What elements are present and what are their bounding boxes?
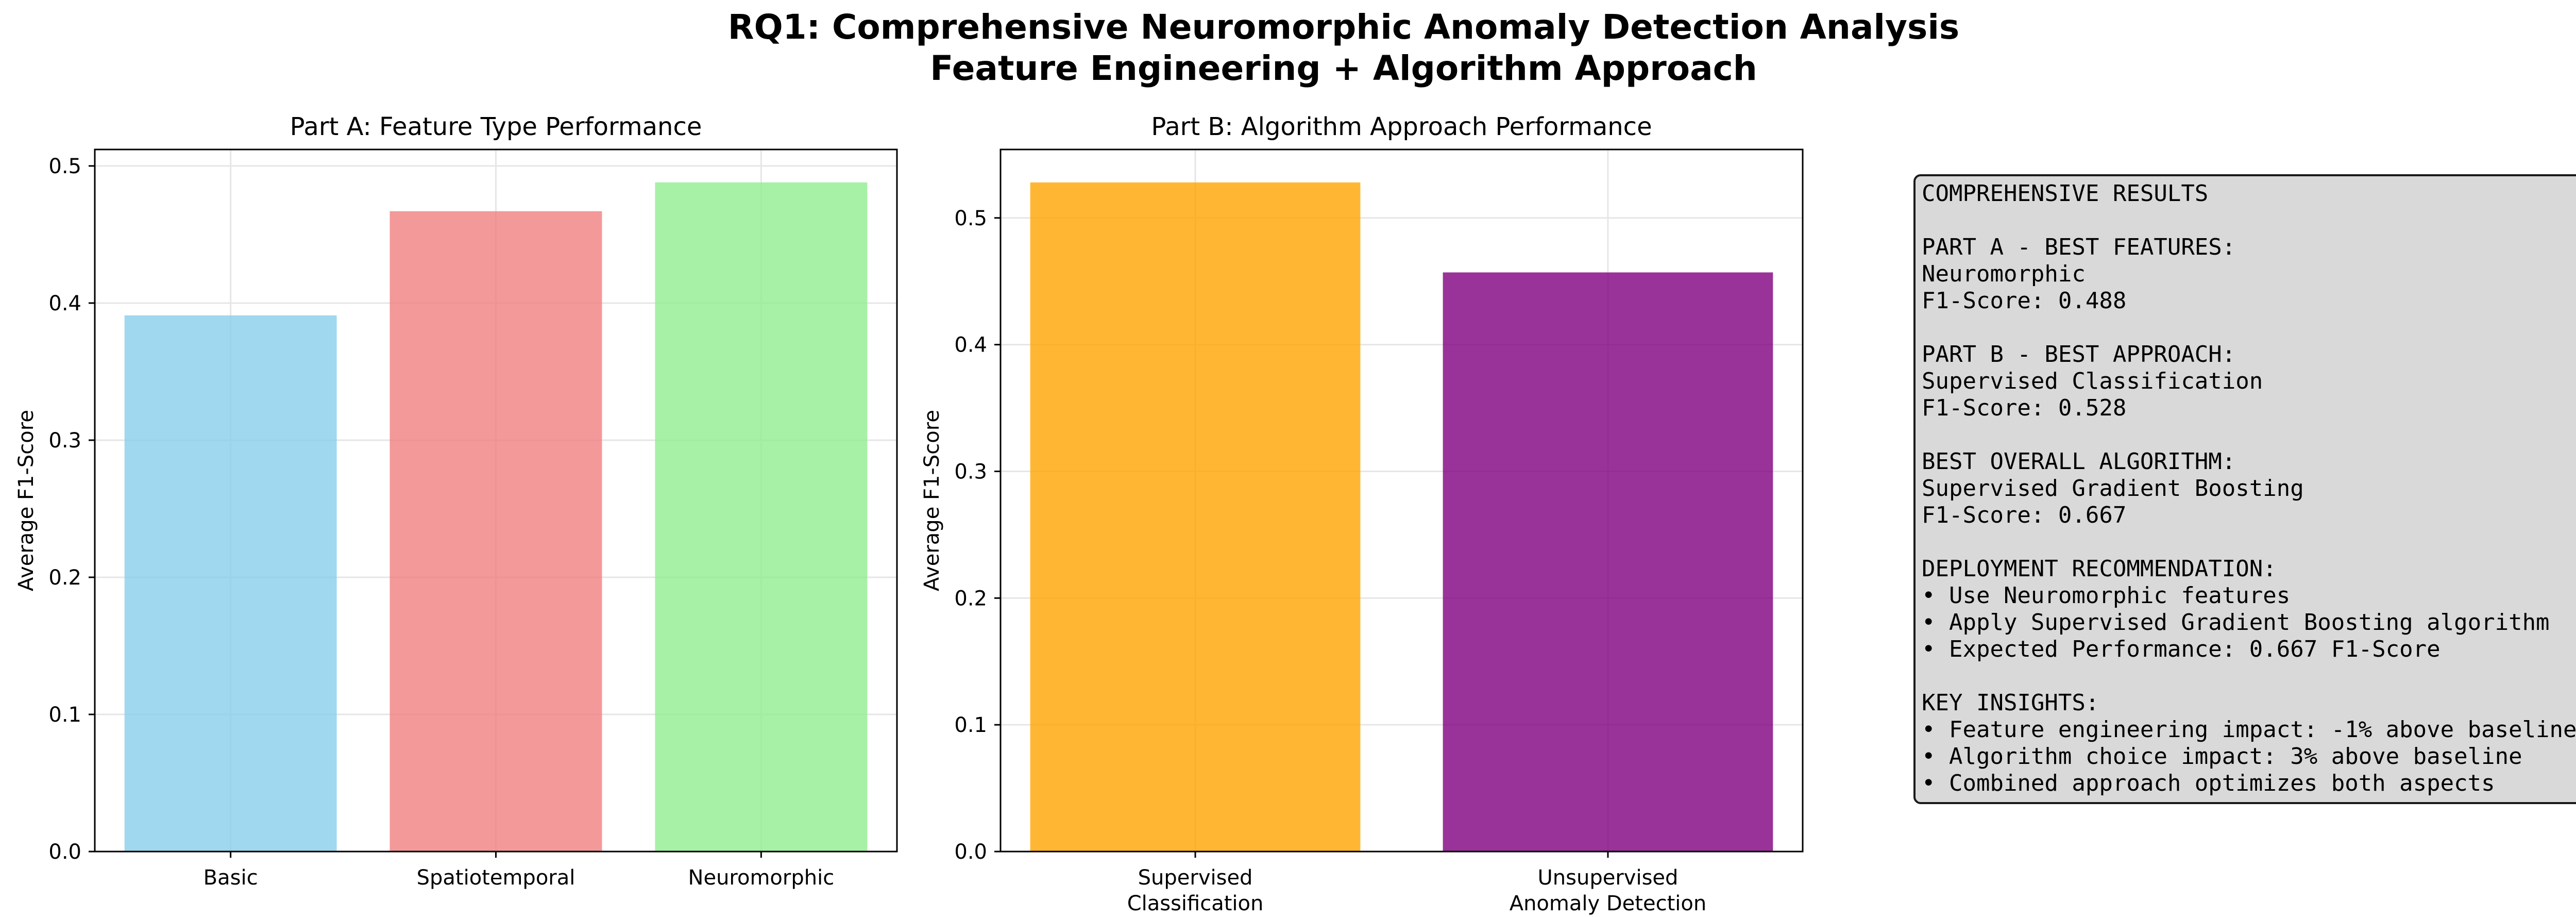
comprehensive-results-box: COMPREHENSIVE RESULTS PART A - BEST FEATU… (1913, 174, 2576, 804)
y-tick-label: 0.4 (48, 292, 81, 315)
x-tick-label-line: Supervised (1138, 866, 1253, 890)
summary-line (1922, 529, 2576, 556)
figure-title-line1: RQ1: Comprehensive Neuromorphic Anomaly … (728, 7, 1959, 47)
x-tick-label: Neuromorphic (688, 866, 835, 890)
x-tick-label: Basic (204, 866, 258, 890)
summary-line (1922, 314, 2576, 341)
x-tick-label: Unsupervised Anomaly Detection (1510, 866, 1706, 915)
y-axis-label: Average F1-Score (14, 410, 38, 591)
y-tick-label: 0.0 (954, 840, 987, 864)
chart-title: Part A: Feature Type Performance (290, 112, 702, 141)
summary-line: KEY INSIGHTS: (1922, 690, 2099, 716)
summary-line (1922, 422, 2576, 448)
y-tick-label: 0.3 (954, 460, 987, 483)
y-tick-label: 0.5 (48, 155, 81, 178)
y-tick-label: 0.1 (954, 713, 987, 737)
summary-line: BEST OVERALL ALGORITHM: (1922, 448, 2236, 475)
summary-line: Neuromorphic (1922, 261, 2086, 287)
bar-0 (1030, 182, 1361, 852)
bar-1 (389, 211, 602, 852)
chart-title: Part B: Algorithm Approach Performance (1151, 112, 1652, 141)
summary-line: PART B - BEST APPROACH: (1922, 341, 2236, 368)
x-tick-label: Spatiotemporal (417, 866, 575, 890)
summary-line: F1-Score: 0.488 (1922, 288, 2127, 314)
chart-part-a: 0.0 0.1 0.2 0.3 0.4 0.5 Basic Spatiotemporal Neu… (14, 112, 898, 890)
summary-line: • Feature engineering impact: -1% above … (1922, 716, 2576, 743)
summary-line: • Apply Supervised Gradient Boosting alg… (1922, 609, 2550, 636)
summary-line: • Combined approach optimizes both aspec… (1922, 770, 2495, 796)
summary-line: • Expected Performance: 0.667 F1-Score (1922, 636, 2441, 662)
summary-line: F1-Score: 0.667 (1922, 502, 2127, 528)
x-tick-label-line: Unsupervised (1538, 866, 1679, 890)
x-tick-label-line: Classification (1127, 892, 1264, 915)
y-axis-label: Average F1-Score (920, 410, 944, 591)
x-tick-label: Supervised Classification (1127, 866, 1264, 915)
y-tick-label: 0.2 (48, 566, 81, 590)
axes-frame (999, 148, 1804, 853)
y-tick-label: 0.5 (954, 207, 987, 230)
chart-part-b: 0.0 0.1 0.2 0.3 0.4 0.5 Supervised Classificati… (920, 112, 1804, 915)
summary-line (1922, 663, 2576, 690)
summary-line: Supervised Classification (1922, 368, 2263, 394)
summary-line: COMPREHENSIVE RESULTS (1922, 180, 2209, 207)
y-tick-label: 0.3 (48, 429, 81, 453)
x-tick-label-line: Basic (204, 866, 258, 890)
summary-line: • Algorithm choice impact: 3% above base… (1922, 743, 2522, 770)
summary-line: Supervised Gradient Boosting (1922, 475, 2304, 502)
figure-title-line2: Feature Engineering + Algorithm Approach (930, 48, 1757, 88)
bar-2 (655, 182, 868, 852)
y-tick-label: 0.2 (954, 587, 987, 610)
y-tick-label: 0.0 (48, 840, 81, 864)
summary-line: • Use Neuromorphic features (1922, 582, 2291, 609)
summary-line: DEPLOYMENT RECOMMENDATION: (1922, 556, 2277, 582)
y-tick-label: 0.4 (954, 334, 987, 357)
bar-0 (124, 315, 337, 852)
summary-line: PART A - BEST FEATURES: (1922, 234, 2236, 260)
summary-line: F1-Score: 0.528 (1922, 395, 2127, 421)
x-tick-label-line: Anomaly Detection (1510, 892, 1706, 915)
summary-line (1922, 207, 2576, 234)
bar-1 (1443, 272, 1773, 852)
y-tick-label: 0.1 (48, 703, 81, 727)
x-tick-label-line: Neuromorphic (688, 866, 835, 890)
x-tick-label-line: Spatiotemporal (417, 866, 575, 890)
